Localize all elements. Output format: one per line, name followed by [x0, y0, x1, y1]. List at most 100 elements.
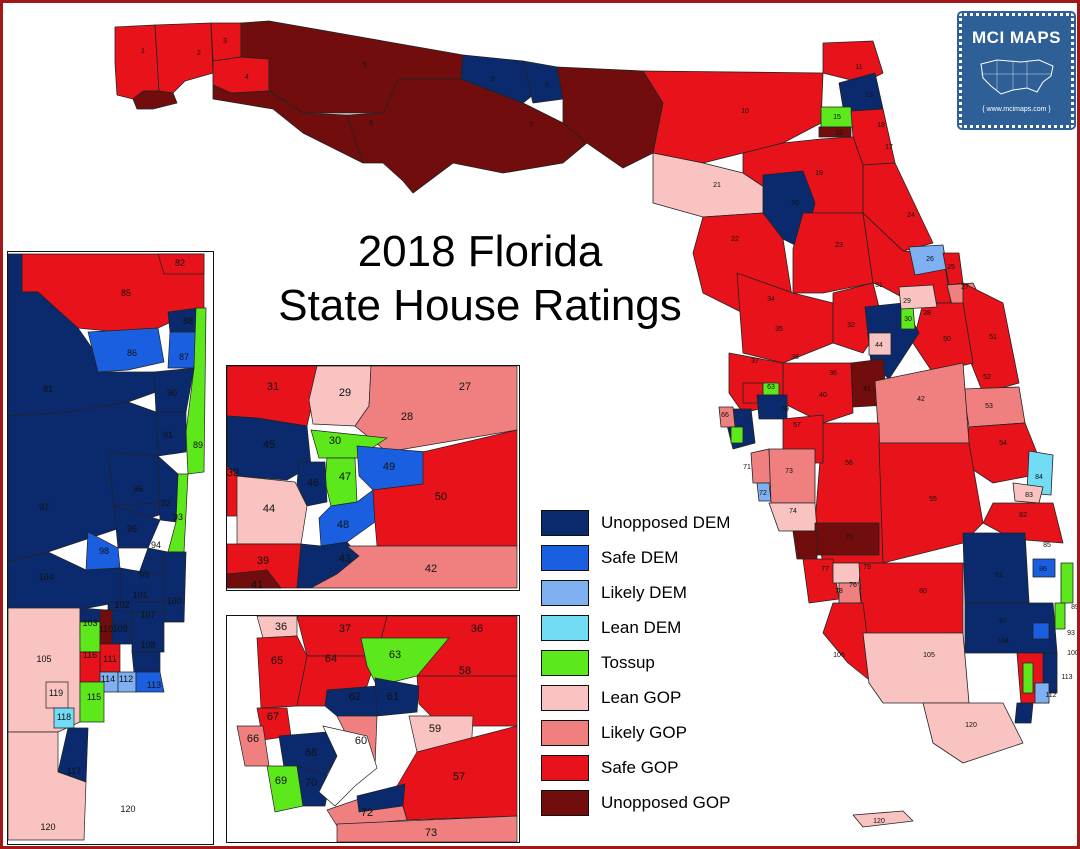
logo-title: MCI MAPS: [972, 28, 1061, 47]
legend-item: Safe DEM: [541, 540, 730, 575]
legend-item: Likely DEM: [541, 575, 730, 610]
district-120: [8, 731, 87, 841]
svg-text:25: 25: [947, 264, 955, 271]
legend-swatch: [541, 649, 589, 676]
svg-text:35: 35: [775, 326, 783, 333]
svg-text:78: 78: [835, 588, 843, 595]
svg-text:109: 109: [112, 624, 127, 634]
svg-text:77: 77: [821, 566, 829, 573]
svg-text:28: 28: [401, 411, 413, 423]
svg-text:29: 29: [339, 387, 351, 399]
svg-text:91: 91: [163, 430, 173, 440]
svg-text:44: 44: [263, 503, 275, 515]
legend-label: Lean GOP: [601, 687, 682, 707]
svg-text:114: 114: [101, 674, 115, 684]
district-73: [336, 815, 518, 842]
svg-text:63: 63: [389, 649, 401, 661]
svg-text:97: 97: [999, 618, 1007, 625]
district-71: [750, 448, 772, 484]
legend-label: Likely DEM: [601, 582, 687, 602]
district-105: [862, 632, 970, 704]
svg-text:36: 36: [275, 621, 287, 633]
svg-text:81: 81: [995, 572, 1003, 579]
svg-text:90: 90: [167, 388, 177, 398]
svg-text:100: 100: [166, 596, 181, 606]
svg-text:76: 76: [849, 582, 857, 589]
svg-text:21: 21: [713, 182, 721, 189]
svg-text:83: 83: [1025, 492, 1033, 499]
svg-text:8: 8: [491, 76, 495, 83]
svg-text:26: 26: [926, 256, 934, 263]
svg-text:110: 110: [99, 624, 113, 634]
svg-text:54: 54: [999, 440, 1007, 447]
svg-text:66: 66: [247, 733, 259, 745]
svg-text:95: 95: [127, 524, 137, 534]
svg-text:88: 88: [183, 316, 193, 326]
legend-label: Unopposed DEM: [601, 512, 731, 532]
svg-text:17: 17: [885, 144, 893, 151]
svg-text:30: 30: [904, 316, 912, 323]
svg-text:31: 31: [267, 381, 279, 393]
district-7: [346, 78, 588, 194]
svg-text:94: 94: [151, 540, 161, 550]
inset-orlando: 31 29 27 28 45 30 32 47 49 46 44 48 50 39 43 41 42: [226, 365, 520, 591]
district-69: [266, 765, 304, 813]
legend-label: Safe GOP: [601, 757, 679, 777]
legend-label: Safe DEM: [601, 547, 679, 567]
district-112: [1034, 682, 1050, 704]
svg-text:10: 10: [741, 108, 749, 115]
district-107: [131, 611, 165, 653]
district-100: [163, 551, 187, 623]
title-line-1: 2018 Florida: [357, 227, 603, 276]
legend-item: Lean DEM: [541, 610, 730, 645]
svg-text:82: 82: [1019, 512, 1027, 519]
svg-text:115: 115: [87, 692, 101, 702]
svg-text:20: 20: [791, 200, 799, 207]
svg-text:47: 47: [339, 471, 351, 483]
district-41: [227, 569, 282, 589]
svg-text:57: 57: [793, 422, 801, 429]
svg-text:120: 120: [120, 804, 135, 814]
district-69: [730, 426, 744, 444]
district-1: [114, 24, 160, 100]
legend-swatch: [541, 754, 589, 781]
district-80: [858, 562, 964, 636]
svg-text:48: 48: [337, 519, 349, 531]
svg-text:85: 85: [121, 288, 131, 298]
svg-text:27: 27: [961, 284, 969, 291]
svg-text:52: 52: [983, 374, 991, 381]
svg-text:105: 105: [36, 654, 51, 664]
legend-item: Unopposed GOP: [541, 785, 730, 820]
svg-text:23: 23: [835, 242, 843, 249]
district-61: [374, 677, 420, 717]
district-75b: [792, 530, 818, 560]
svg-text:68: 68: [305, 747, 317, 759]
svg-text:80: 80: [919, 588, 927, 595]
svg-text:72: 72: [361, 807, 373, 819]
district-66: [236, 725, 270, 767]
svg-text:112: 112: [1045, 692, 1056, 699]
district-53: [962, 386, 1026, 428]
district-58: [416, 675, 518, 727]
svg-text:71: 71: [743, 464, 751, 471]
svg-text:116: 116: [83, 650, 97, 660]
svg-text:9: 9: [545, 82, 549, 89]
svg-text:13: 13: [865, 92, 873, 99]
district-2: [154, 22, 214, 94]
svg-text:30: 30: [329, 435, 341, 447]
svg-text:120: 120: [873, 818, 885, 825]
legend-label: Lean DEM: [601, 617, 682, 637]
svg-text:7: 7: [529, 122, 533, 129]
svg-text:101: 101: [132, 590, 147, 600]
district-106: [822, 602, 874, 684]
district-57: [396, 725, 518, 821]
district-23: [792, 212, 874, 294]
district-82: [157, 253, 205, 275]
svg-text:29: 29: [903, 298, 911, 305]
svg-text:11: 11: [855, 64, 862, 71]
district-115: [1022, 662, 1034, 694]
svg-text:32: 32: [227, 467, 239, 479]
district-73: [768, 448, 816, 504]
svg-text:40: 40: [819, 392, 827, 399]
svg-text:112: 112: [119, 674, 133, 684]
